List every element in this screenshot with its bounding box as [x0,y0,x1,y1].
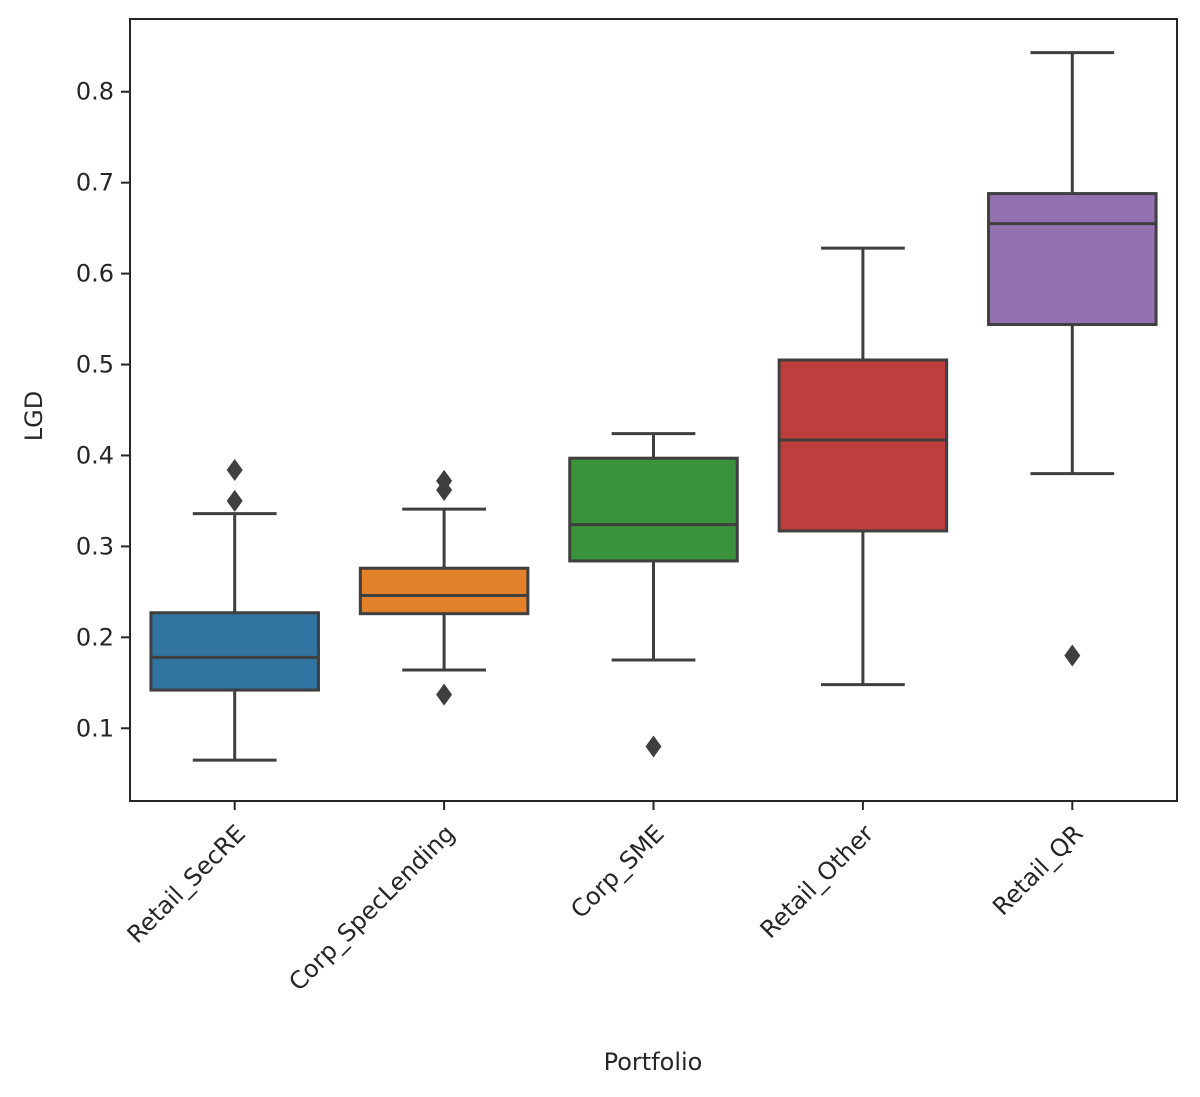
box-group-2 [568,432,739,758]
box-group-0 [149,459,320,762]
y-tick-label: 0.3 [76,532,114,560]
x-tick-label: Retail_QR [987,819,1088,920]
box-iqr [149,611,320,692]
box-group-3 [777,246,949,687]
y-tick-label: 0.1 [76,714,114,742]
y-tick-label: 0.2 [76,623,114,651]
box-group-1 [358,469,530,706]
box-iqr [568,456,739,563]
outlier-marker [226,459,243,482]
x-tick-label: Corp_SME [565,819,669,923]
outlier-marker [645,735,662,758]
y-tick-label: 0.5 [76,351,114,379]
box-iqr [358,566,530,616]
x-axis-label: Portfolio [604,1048,703,1076]
x-tick-label: Retail_SecRE [122,819,251,948]
outlier-marker [436,469,453,492]
outlier-marker [1064,644,1081,667]
x-tick-label: Retail_Other [755,819,880,944]
x-tick-label: Corp_SpecLending [283,819,460,996]
y-tick-label: 0.6 [76,260,114,288]
y-tick-label: 0.8 [76,78,114,106]
boxes-layer [149,51,1158,762]
y-axis-label: LGD [20,391,48,441]
box-group-4 [987,51,1158,667]
box-iqr [987,192,1158,327]
outlier-marker [436,683,453,706]
outlier-marker [226,489,243,512]
y-tick-label: 0.4 [76,441,114,469]
box-iqr [777,358,949,533]
y-tick-label: 0.7 [76,169,114,197]
